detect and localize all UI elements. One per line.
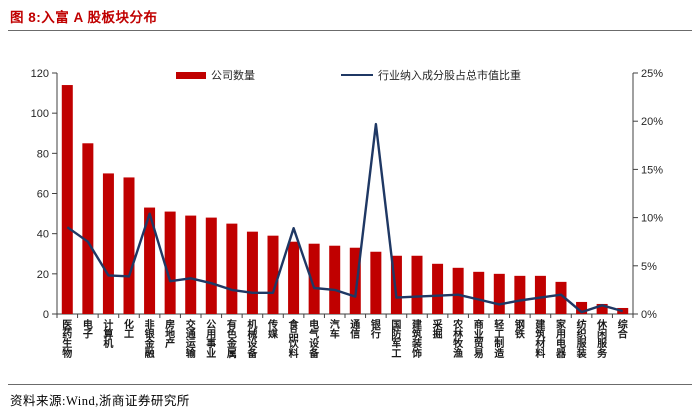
bar-轻工制造 — [493, 273, 505, 314]
right-axis-tick-label: 15% — [641, 164, 663, 176]
x-category-label: 建筑装饰 — [411, 318, 423, 360]
bar-电气设备 — [308, 243, 320, 314]
x-category-label: 纺织服装 — [576, 318, 588, 360]
x-category-label: 计算机 — [102, 318, 113, 350]
bar-采掘 — [432, 263, 444, 314]
x-category-label: 非银金融 — [144, 318, 156, 360]
x-category-label: 交通运输 — [186, 318, 197, 360]
x-category-label: 机械设备 — [246, 318, 258, 360]
bar-series-swatch-icon — [176, 71, 206, 79]
right-axis-tick-label: 5% — [641, 261, 657, 273]
bar-钢铁 — [514, 275, 526, 314]
x-category-label: 家用电器 — [555, 318, 567, 360]
bar-建筑装饰 — [411, 255, 423, 314]
legend-item-market-cap-weight: 行业纳入成分股占总市值比重 — [341, 67, 521, 83]
figure-title: 图 8:入富 A 股板块分布 — [10, 10, 158, 25]
title-divider — [8, 30, 692, 31]
right-axis-tick-label: 25% — [641, 68, 663, 80]
bar-有色金属 — [226, 223, 238, 314]
x-category-label: 有色金属 — [226, 318, 238, 360]
bar-非银金融 — [144, 207, 156, 314]
x-category-label: 房地产 — [165, 318, 175, 350]
bar-银行 — [370, 251, 382, 314]
left-axis-tick-label: 60 — [37, 189, 49, 201]
right-axis-tick-label: 20% — [641, 116, 663, 128]
x-category-label: 化工 — [124, 318, 134, 341]
x-category-label: 轻工制造 — [494, 318, 505, 360]
footer-divider — [8, 384, 692, 385]
left-axis-tick-label: 100 — [31, 108, 49, 120]
x-category-label: 医药生物 — [62, 319, 72, 360]
bar-休闲服务 — [596, 303, 608, 314]
bar-家用电器 — [555, 281, 567, 314]
bar-农林牧渔 — [452, 267, 464, 314]
bar-商业贸易 — [473, 271, 485, 314]
bar-国防军工 — [390, 255, 402, 314]
x-category-label: 商业贸易 — [474, 318, 484, 360]
x-category-label: 电子 — [83, 318, 93, 341]
x-category-label: 采掘 — [432, 318, 443, 341]
legend-label-line: 行业纳入成分股占总市值比重 — [378, 70, 521, 82]
x-category-label: 综合 — [617, 318, 629, 341]
bar-传媒 — [267, 235, 279, 314]
bar-纺织服装 — [576, 301, 588, 314]
bar-交通运输 — [185, 215, 197, 314]
x-category-label: 电气设备 — [308, 318, 320, 360]
x-category-label: 汽车 — [330, 318, 340, 341]
bar-建筑材料 — [534, 275, 546, 314]
bar-公用事业 — [205, 217, 217, 314]
legend-item-company-count: 公司数量 — [176, 67, 255, 83]
left-axis-tick-label: 80 — [37, 148, 49, 160]
bar-医药生物 — [61, 85, 73, 314]
bar-房地产 — [164, 211, 176, 314]
bar-化工 — [123, 177, 135, 314]
bar-电子 — [82, 143, 94, 314]
x-category-label: 休闲服务 — [596, 318, 608, 360]
bar-机械设备 — [246, 231, 258, 314]
bar-计算机 — [102, 173, 114, 314]
right-axis-tick-label: 0% — [641, 309, 657, 321]
legend-label-bars: 公司数量 — [211, 70, 255, 82]
x-category-label: 食品饮料 — [288, 318, 300, 360]
left-axis-tick-label: 20 — [37, 269, 49, 281]
bar-汽车 — [329, 245, 341, 314]
line-series-swatch-icon — [341, 74, 373, 76]
x-category-label: 建筑材料 — [534, 318, 546, 360]
x-category-label: 国防军工 — [391, 319, 401, 360]
left-axis-tick-label: 0 — [43, 309, 49, 321]
x-category-label: 公用事业 — [205, 319, 216, 360]
x-category-label: 传媒 — [267, 318, 279, 341]
weight-line-series — [66, 122, 624, 314]
x-category-label: 农林牧渔 — [452, 318, 464, 360]
x-category-label: 钢铁 — [515, 318, 525, 341]
x-category-label: 银行 — [370, 318, 382, 341]
bar-食品饮料 — [288, 241, 300, 314]
right-axis-tick-label: 10% — [641, 213, 663, 225]
x-category-label: 通信 — [350, 319, 360, 341]
bar-通信 — [349, 247, 361, 314]
left-axis-tick-label: 120 — [31, 68, 49, 80]
left-axis-tick-label: 40 — [37, 229, 49, 241]
source-note: 资料来源:Wind,浙商证券研究所 — [10, 394, 190, 408]
